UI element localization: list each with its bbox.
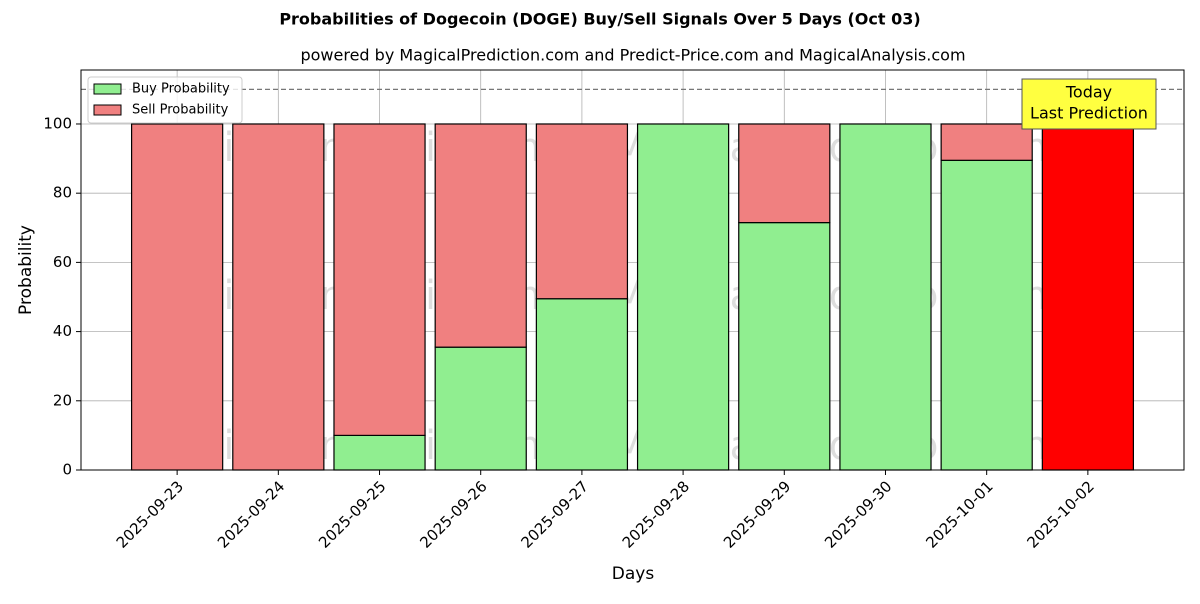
- x-tick-label: 2025-09-25: [315, 477, 389, 551]
- y-tick-label: 20: [53, 391, 72, 409]
- legend-label: Sell Probability: [132, 103, 229, 118]
- bar-segment: [636, 123, 730, 471]
- bar-segment: [333, 434, 426, 471]
- bar-segment: [434, 123, 527, 348]
- legend-box: [87, 76, 243, 124]
- legend-label: Buy Probability: [132, 82, 230, 97]
- x-tick-label: 2025-09-28: [619, 477, 693, 551]
- legend-swatch: [93, 83, 122, 95]
- bar-segment: [434, 346, 527, 471]
- x-tick-label: 2025-10-02: [1023, 477, 1097, 551]
- x-axis-label: Days: [612, 564, 655, 584]
- bar-segment: [1041, 123, 1135, 471]
- plot-frame: [80, 69, 1185, 471]
- bar-segment: [535, 123, 629, 300]
- y-axis-label: Probability: [16, 225, 36, 315]
- bar-segment: [738, 221, 831, 471]
- y-tick-label: 60: [53, 253, 72, 271]
- x-tick-label: 2025-10-01: [922, 477, 996, 551]
- annotation-box: [1021, 78, 1157, 130]
- y-tick-label: 80: [53, 184, 72, 202]
- annotation-text: Today: [1065, 83, 1112, 102]
- legend-swatch: [93, 104, 122, 116]
- x-tick-label: 2025-09-27: [518, 477, 592, 551]
- x-tick-label: 2025-09-30: [821, 477, 895, 551]
- x-tick-label: 2025-09-26: [416, 477, 490, 551]
- bar-segment: [738, 123, 831, 224]
- y-tick-label: 100: [43, 114, 72, 132]
- bar-segment: [839, 123, 932, 471]
- annotation-text: Last Prediction: [1030, 104, 1148, 123]
- bar-segment: [535, 298, 629, 471]
- x-tick-label: 2025-09-23: [113, 477, 187, 551]
- bar-segment: [940, 159, 1033, 471]
- bar-segment: [940, 123, 1033, 161]
- y-tick-label: 0: [62, 461, 72, 479]
- bar-segment: [130, 123, 224, 471]
- bar-segment: [232, 123, 325, 471]
- x-tick-label: 2025-09-29: [720, 477, 794, 551]
- x-tick-label: 2025-09-24: [214, 477, 288, 551]
- legend: Buy Probability Sell Probability: [87, 76, 243, 124]
- chart-subtitle: powered by MagicalPrediction.com and Pre…: [300, 46, 965, 65]
- bar-segment: [333, 123, 426, 436]
- chart-title: Probabilities of Dogecoin (DOGE) Buy/Sel…: [279, 10, 920, 29]
- y-tick-label: 40: [53, 322, 72, 340]
